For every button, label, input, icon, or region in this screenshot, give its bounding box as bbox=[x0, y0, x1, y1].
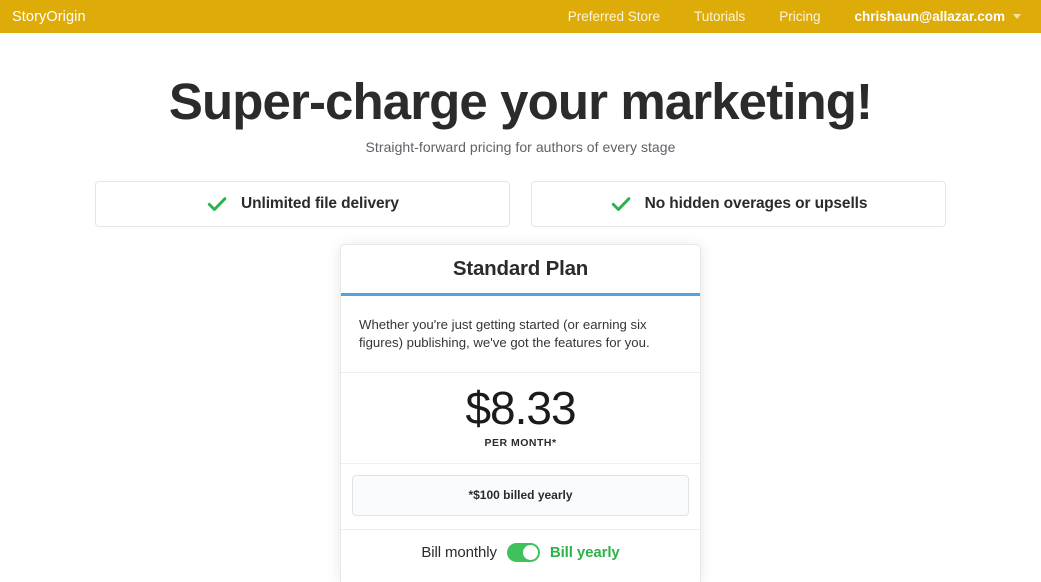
toggle-label-monthly[interactable]: Bill monthly bbox=[421, 543, 497, 561]
billed-yearly-box: *$100 billed yearly bbox=[352, 474, 689, 516]
nav-link-preferred-store[interactable]: Preferred Store bbox=[567, 9, 660, 24]
nav-link-pricing[interactable]: Pricing bbox=[779, 9, 821, 24]
feature-label: No hidden overages or upsells bbox=[644, 195, 868, 213]
navbar-links: Preferred Store Tutorials Pricing chrish… bbox=[551, 9, 1027, 24]
plan-price: $8.33 bbox=[465, 381, 576, 434]
plan-billing-note-wrap: *$100 billed yearly bbox=[341, 464, 700, 530]
billing-period-toggle[interactable] bbox=[506, 542, 540, 562]
plan-header: Standard Plan bbox=[341, 245, 700, 297]
plan-description: Whether you're just getting started (or … bbox=[341, 296, 700, 373]
feature-label: Unlimited file delivery bbox=[241, 195, 399, 213]
pricing-plans-area: Standard Plan Whether you're just gettin… bbox=[0, 244, 1041, 582]
billed-yearly-text: *$100 billed yearly bbox=[468, 488, 573, 503]
chevron-down-icon[interactable] bbox=[1013, 14, 1021, 19]
brand-logo[interactable]: StoryOrigin bbox=[12, 8, 86, 25]
toggle-label-yearly[interactable]: Bill yearly bbox=[549, 543, 620, 561]
feature-highlights: Unlimited file delivery No hidden overag… bbox=[0, 181, 1041, 228]
nav-user-email[interactable]: chrishaun@allazar.com bbox=[854, 9, 1005, 24]
toggle-knob bbox=[522, 544, 538, 560]
nav-link-tutorials[interactable]: Tutorials bbox=[693, 9, 746, 24]
plan-price-block: $8.33 PER MONTH* bbox=[341, 373, 700, 464]
page-subtitle: Straight-forward pricing for authors of … bbox=[365, 139, 676, 156]
feature-card-no-hidden-overages: No hidden overages or upsells bbox=[531, 181, 946, 228]
billing-period-toggle-row: Bill monthly Bill yearly bbox=[341, 530, 700, 582]
plan-card-standard: Standard Plan Whether you're just gettin… bbox=[340, 244, 701, 582]
check-icon bbox=[611, 197, 630, 212]
plan-title: Standard Plan bbox=[452, 257, 589, 281]
feature-card-unlimited-file-delivery: Unlimited file delivery bbox=[95, 181, 510, 228]
page-title: Super-charge your marketing! bbox=[168, 73, 873, 130]
plan-price-period: PER MONTH* bbox=[484, 436, 557, 449]
check-icon bbox=[207, 197, 227, 212]
top-navbar: StoryOrigin Preferred Store Tutorials Pr… bbox=[0, 0, 1041, 33]
hero-section: Super-charge your marketing! Straight-fo… bbox=[0, 33, 1041, 155]
